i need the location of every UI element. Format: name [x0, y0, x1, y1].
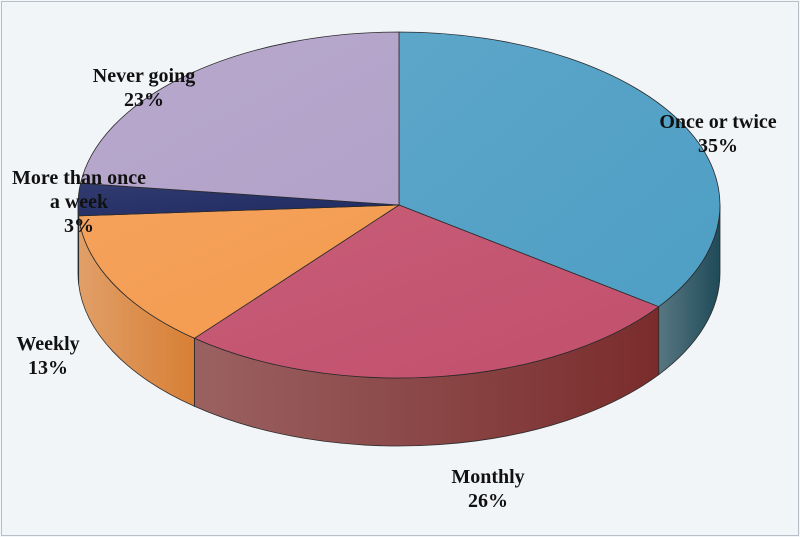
slice-label-monthly: Monthly 26% [451, 466, 524, 512]
slice-label-once-or-twice: Once or twice 35% [659, 111, 776, 157]
pie-slice-once-or-twice [398, 31, 721, 308]
slice-label-more-than-once-a-week: More than once a week 3% [12, 167, 146, 237]
slice-label-weekly: Weekly 13% [16, 333, 79, 379]
slice-label-never-going: Never going 23% [93, 65, 195, 111]
pie-slice-never-going [80, 31, 400, 206]
pie-slice-weekly [78, 204, 401, 339]
pie-slice-monthly [193, 204, 660, 379]
